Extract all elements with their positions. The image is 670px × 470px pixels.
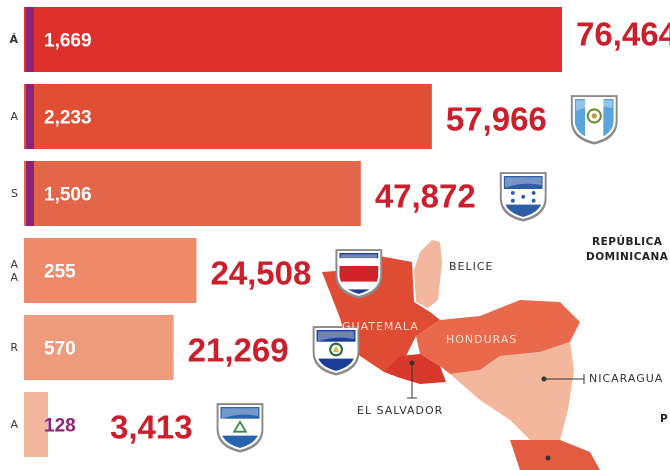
map-region-honduras	[416, 300, 580, 374]
label-republica-dominicana: REPÚBLICA DOMINICANA	[586, 236, 669, 263]
el-salvador-flag-icon	[312, 326, 360, 376]
map-label-guatemala: GUATEMALA	[342, 320, 419, 333]
costa-rica-capital-dot	[545, 455, 551, 461]
costa-rica-flag-icon	[335, 249, 383, 299]
bar-value-label: 3,413	[110, 409, 193, 446]
row-category-label: R	[10, 341, 18, 354]
bar-value-label: 24,508	[210, 255, 311, 292]
bar-value-label: 47,872	[375, 178, 476, 215]
map-label-belice: BELICE	[449, 260, 494, 273]
map-region-nicaragua	[450, 342, 574, 440]
map-region-costa-rica	[510, 440, 600, 470]
row-category-label: A	[10, 110, 18, 123]
bar-inner-label: 1,506	[44, 185, 92, 206]
bar-inner-label: 1,669	[44, 31, 92, 52]
bar	[24, 238, 197, 303]
map-label-nicaragua: NICARAGUA	[589, 372, 664, 385]
honduras-flag-icon	[499, 172, 547, 222]
bar	[24, 392, 49, 457]
bar-inner-label: 255	[44, 262, 76, 283]
bar-value-label: 57,966	[446, 101, 547, 138]
bar	[24, 161, 361, 226]
nicaragua-capital-dot	[541, 376, 547, 382]
bar-inner-label: 128	[44, 416, 76, 437]
map-label-honduras: HONDURAS	[446, 333, 518, 346]
row-category-label: Á	[9, 33, 18, 46]
el-salvador-capital-dot	[409, 360, 415, 366]
bar-accent	[26, 161, 34, 226]
bar-value-label: 21,269	[188, 332, 289, 369]
bar-accent	[26, 7, 34, 72]
label-p: P	[660, 413, 669, 425]
map-region-belice	[414, 240, 442, 308]
bar	[24, 84, 432, 149]
bar-value-label: 76,464	[576, 16, 670, 53]
row-category-label: A A	[10, 257, 18, 284]
bar	[24, 7, 562, 72]
bar-accent	[26, 84, 34, 149]
guatemala-flag-icon	[570, 95, 618, 145]
bar-inner-label: 2,233	[44, 108, 92, 129]
row-category-label: A	[10, 418, 18, 431]
nicaragua-flag-icon	[216, 403, 264, 453]
bar	[24, 315, 174, 380]
bar-inner-label: 570	[44, 339, 76, 360]
map-label-el-salvador: EL SALVADOR	[357, 404, 444, 417]
map-region-el-salvador	[384, 354, 446, 384]
row-category-label: S	[11, 187, 18, 200]
